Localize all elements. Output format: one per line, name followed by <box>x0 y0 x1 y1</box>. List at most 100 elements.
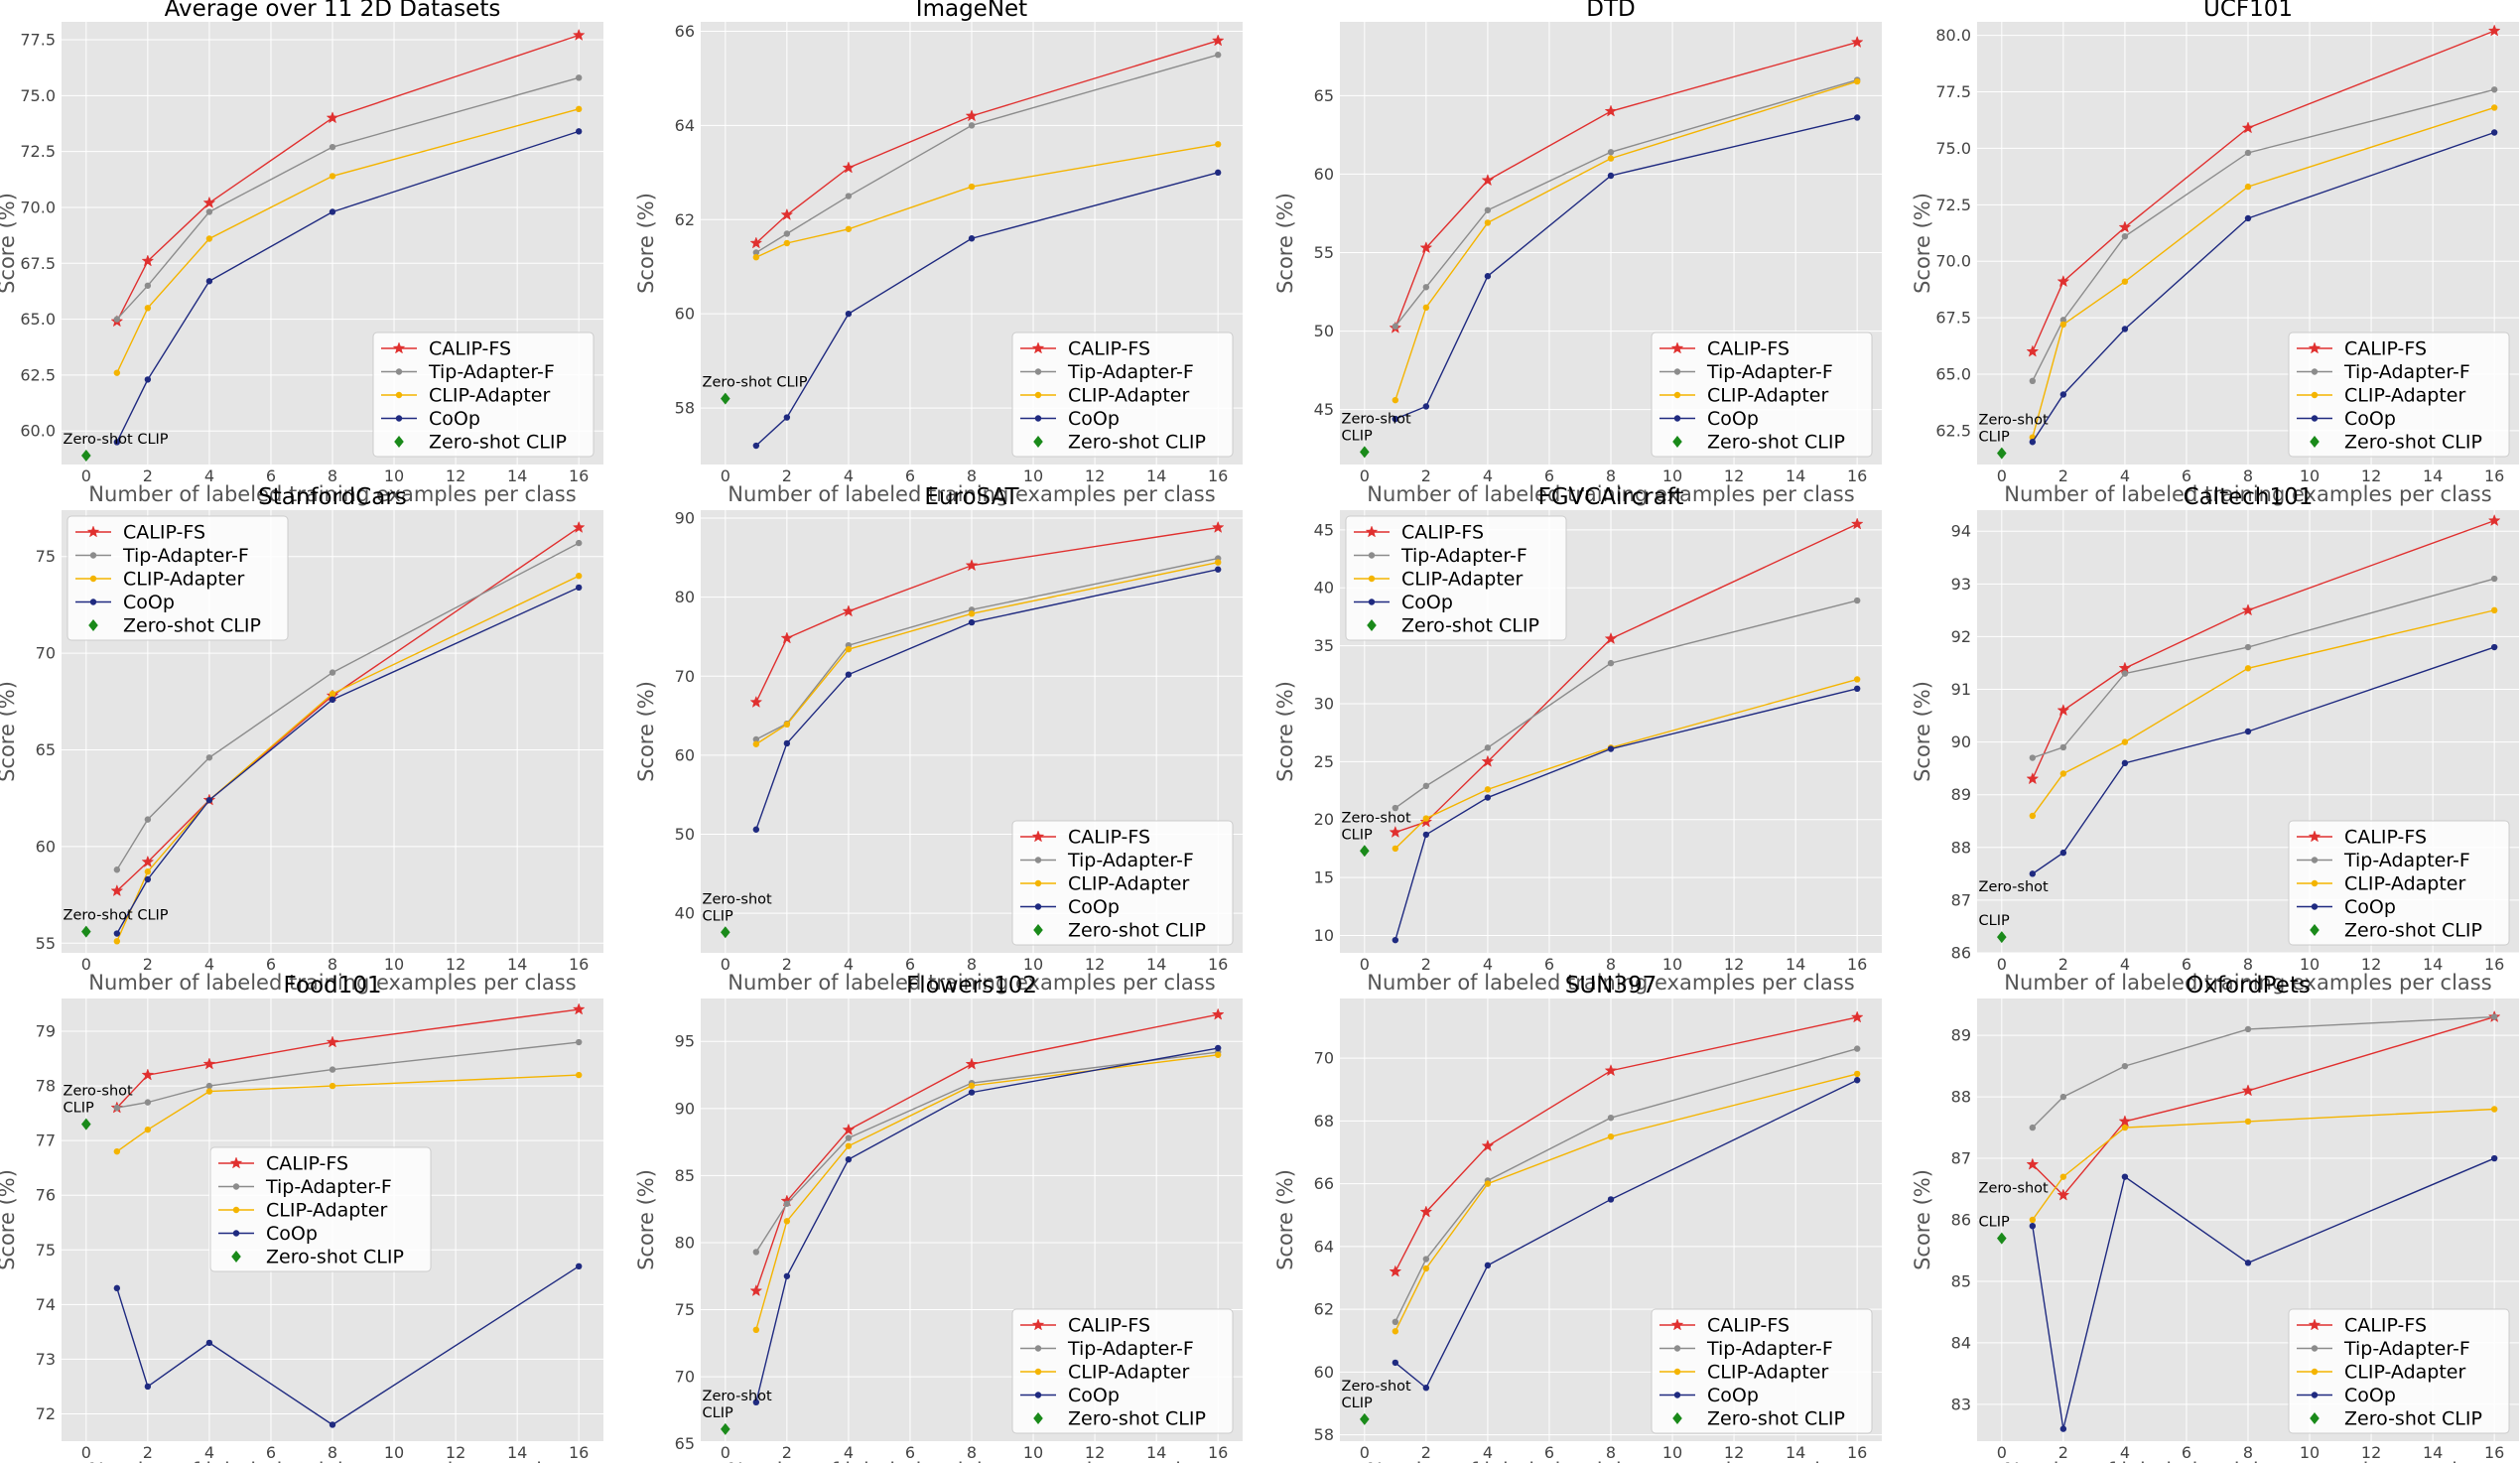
data-point <box>144 305 152 312</box>
x-tick-label: 2 <box>2058 466 2068 485</box>
legend-label: CLIP-Adapter <box>2344 385 2466 407</box>
data-point <box>783 1272 791 1279</box>
x-tick-label: 14 <box>507 466 527 485</box>
data-point <box>2029 1222 2037 1230</box>
data-point <box>110 883 124 897</box>
legend-marker <box>1031 341 1045 354</box>
chart-panel-3: DTD 0 2 4 6 8 10 12 14 16 45 50 55 60 65 Number of labe… <box>1273 0 1882 506</box>
data-point <box>845 193 853 200</box>
legend-label: CLIP-Adapter <box>123 569 245 591</box>
x-tick-label: 10 <box>1662 466 1682 485</box>
y-tick-label: 80 <box>675 588 695 606</box>
data-point <box>144 816 152 823</box>
data-point <box>845 671 853 678</box>
data-point <box>2059 770 2067 777</box>
data-point <box>1607 1196 1615 1203</box>
legend-box <box>1651 332 1873 458</box>
y-tick-label: 80.0 <box>1935 26 1971 45</box>
legend-marker <box>2310 1412 2320 1424</box>
legend-label: CALIP-FS <box>123 522 205 544</box>
x-tick-label: 10 <box>1662 955 1682 974</box>
y-tick-label: 70 <box>675 1368 695 1387</box>
legend-marker <box>2311 1345 2319 1352</box>
y-axis-label: Score (%) <box>0 193 19 294</box>
data-point <box>2244 149 2252 157</box>
y-tick-label: 86 <box>1951 1211 1971 1230</box>
y-axis-label: Score (%) <box>0 1169 19 1270</box>
data-point <box>2118 1115 2132 1128</box>
chart-title: Average over 11 2D Datasets <box>165 0 501 22</box>
y-tick-label: 60 <box>36 837 56 856</box>
y-axis-label: Score (%) <box>1273 1169 1297 1270</box>
data-point <box>1422 782 1430 790</box>
legend-label: Tip-Adapter-F <box>428 361 555 383</box>
data-point <box>845 310 853 318</box>
data-point <box>141 855 155 867</box>
data-point <box>2059 317 2067 324</box>
data-point <box>783 721 791 729</box>
zero-shot-annotation: CLIP <box>1979 1215 2010 1231</box>
y-tick-label: 93 <box>1951 575 1971 594</box>
y-tick-label: 58 <box>675 399 695 418</box>
legend-marker <box>1672 436 1682 448</box>
legend-label: CLIP-Adapter <box>1068 385 1190 407</box>
y-tick-label: 65 <box>1314 86 1334 105</box>
data-point <box>1853 1077 1861 1084</box>
data-point <box>752 254 760 261</box>
y-tick-label: 66 <box>675 22 695 41</box>
y-axis-label: Score (%) <box>0 681 19 782</box>
data-point <box>1422 304 1430 312</box>
legend-label: Tip-Adapter-F <box>2343 850 2470 871</box>
data-point <box>2241 603 2255 616</box>
legend-label: Zero-shot CLIP <box>1401 615 1539 637</box>
legend-label: Tip-Adapter-F <box>1067 361 1194 383</box>
y-tick-label: 45 <box>1314 520 1334 539</box>
chart-panel-2: ImageNet 0 2 4 6 8 10 12 14 16 58 60 62 64 66 Number of… <box>634 0 1243 506</box>
data-point <box>2056 1188 2070 1201</box>
legend-label: Zero-shot CLIP <box>1068 432 1206 454</box>
x-tick-label: 14 <box>1786 955 1805 974</box>
x-tick-label: 8 <box>967 466 977 485</box>
data-point <box>1211 34 1225 47</box>
y-axis-label: Score (%) <box>634 1169 658 1270</box>
data-point <box>965 1057 979 1070</box>
legend-label: CoOp <box>1068 1385 1120 1406</box>
zero-shot-annotation: CLIP <box>703 908 733 924</box>
zero-shot-point <box>1360 446 1370 459</box>
data-point <box>749 236 763 249</box>
x-tick-label: 6 <box>2182 955 2191 974</box>
data-point <box>1422 284 1430 291</box>
data-point <box>1607 659 1615 667</box>
data-point <box>1604 1064 1618 1077</box>
data-point <box>1481 1138 1495 1152</box>
legend-marker <box>394 436 404 448</box>
legend-marker <box>1034 879 1042 887</box>
data-point <box>1607 1114 1615 1122</box>
data-point <box>329 690 336 698</box>
legend-marker <box>2311 368 2319 375</box>
data-point <box>144 1383 152 1391</box>
zero-shot-point <box>1360 1412 1370 1425</box>
data-point <box>968 235 976 242</box>
y-tick-label: 75.0 <box>1935 139 1971 158</box>
y-tick-label: 75 <box>36 1241 56 1260</box>
data-point <box>575 74 583 81</box>
x-tick-label: 12 <box>1724 466 1744 485</box>
x-tick-label: 8 <box>2243 466 2253 485</box>
legend-marker <box>89 552 97 559</box>
x-tick-label: 2 <box>782 955 792 974</box>
y-tick-label: 20 <box>1314 810 1334 829</box>
data-point <box>1484 786 1492 793</box>
x-tick-label: 8 <box>328 955 337 974</box>
legend-marker <box>2311 879 2319 887</box>
y-tick-label: 40 <box>1314 579 1334 598</box>
legend-label: CoOp <box>2344 408 2396 430</box>
data-point <box>1422 1256 1430 1263</box>
x-axis-label: Number of labeled training examples per … <box>2004 1459 2491 1463</box>
data-point <box>1214 566 1222 573</box>
data-point <box>575 1071 583 1079</box>
x-tick-label: 16 <box>569 955 589 974</box>
zero-shot-annotation: Zero-shot <box>1342 1379 1411 1395</box>
data-point <box>2487 24 2501 37</box>
data-point <box>1850 35 1864 48</box>
